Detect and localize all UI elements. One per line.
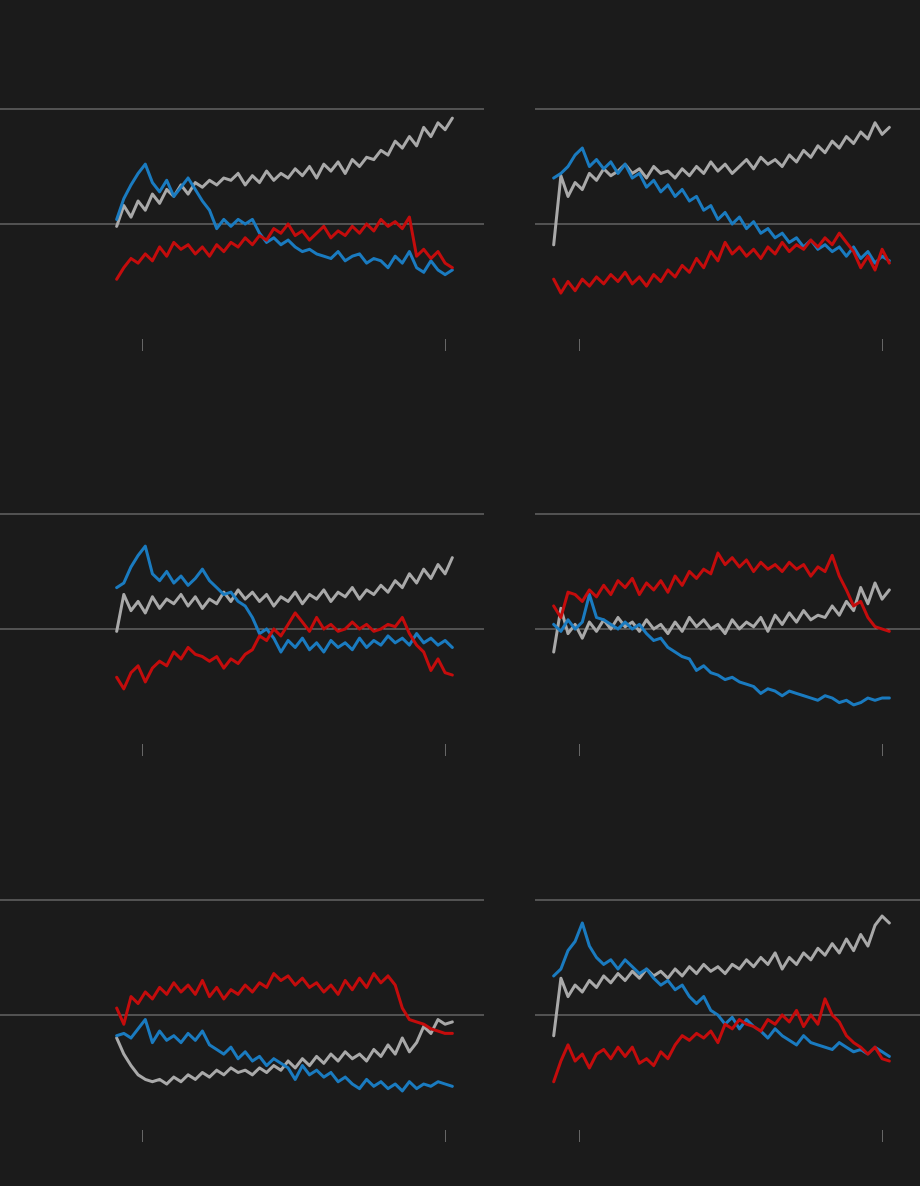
series-line-red <box>552 997 891 1084</box>
series-line-grey <box>115 556 454 633</box>
chart-panel-3 <box>0 460 484 760</box>
series-line-red <box>115 972 454 1035</box>
line-chart <box>535 899 920 1142</box>
series-line-grey <box>552 121 891 247</box>
line-chart <box>0 108 484 351</box>
series-line-red <box>115 611 454 691</box>
chart-panel-2 <box>535 55 920 355</box>
series-line-grey <box>552 914 891 1038</box>
line-chart <box>535 108 920 351</box>
series-line-red <box>552 231 891 295</box>
series-line-blue <box>552 921 891 1058</box>
series-line-blue <box>115 162 454 277</box>
chart-panel-6 <box>535 846 920 1146</box>
series-line-red <box>115 215 454 281</box>
series-line-grey <box>115 1018 454 1086</box>
series-line-blue <box>115 544 454 654</box>
series-line-red <box>552 551 891 633</box>
series-line-grey <box>115 116 454 228</box>
series-line-blue <box>552 593 891 707</box>
line-chart <box>0 513 484 756</box>
chart-panel-4 <box>535 460 920 760</box>
chart-panel-1 <box>0 55 484 355</box>
line-chart <box>535 513 920 756</box>
series-line-grey <box>552 581 891 654</box>
series-line-blue <box>115 1018 454 1093</box>
chart-panel-5 <box>0 846 484 1146</box>
series-line-blue <box>552 146 891 265</box>
line-chart <box>0 899 484 1142</box>
